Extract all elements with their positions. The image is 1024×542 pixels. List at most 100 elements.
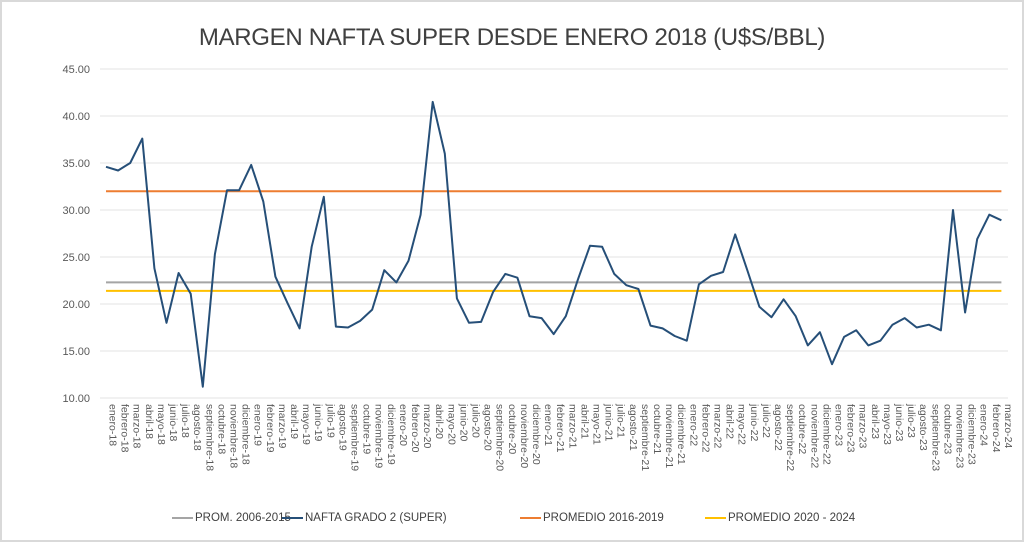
x-tick-label: junio-21 bbox=[603, 403, 615, 442]
x-tick-label: noviembre-21 bbox=[663, 404, 675, 468]
y-tick-label: 15.00 bbox=[62, 346, 90, 358]
x-tick-label: enero-21 bbox=[542, 404, 554, 446]
x-tick-label: febrero-23 bbox=[845, 404, 857, 453]
x-tick-label: febrero-19 bbox=[264, 404, 276, 453]
x-tick-label: enero-22 bbox=[687, 404, 699, 446]
x-tick-label: julio-20 bbox=[470, 403, 482, 438]
x-tick-label: octubre-23 bbox=[941, 404, 953, 454]
y-tick-label: 10.00 bbox=[62, 393, 90, 405]
x-tick-label: abril-23 bbox=[869, 404, 881, 439]
x-tick-label: mayo-21 bbox=[591, 404, 603, 445]
x-tick-label: noviembre-18 bbox=[228, 404, 240, 468]
x-tick-label: septiembre-18 bbox=[203, 404, 215, 471]
x-tick-label: noviembre-19 bbox=[373, 404, 385, 468]
x-tick-label: julio-22 bbox=[760, 403, 772, 438]
x-tick-label: abril-22 bbox=[724, 404, 736, 439]
x-tick-label: mayo-20 bbox=[445, 404, 457, 445]
x-tick-label: junio-18 bbox=[167, 403, 179, 442]
x-tick-label: julio-18 bbox=[179, 403, 191, 438]
x-tick-label: septiembre-19 bbox=[349, 404, 361, 471]
x-tick-label: septiembre-21 bbox=[639, 404, 651, 471]
x-tick-label: febrero-24 bbox=[990, 404, 1002, 453]
x-tick-label: agosto-21 bbox=[627, 404, 639, 451]
x-tick-label: diciembre-21 bbox=[675, 404, 687, 465]
x-tick-label: marzo-19 bbox=[276, 404, 288, 449]
x-tick-label: marzo-21 bbox=[566, 404, 578, 449]
y-tick-label: 40.00 bbox=[62, 111, 90, 123]
x-tick-label: enero-23 bbox=[833, 404, 845, 446]
legend-item-prom-2006-2015: PROM. 2006-2015 bbox=[172, 512, 291, 524]
x-tick-label: octubre-22 bbox=[796, 404, 808, 454]
legend-label: PROMEDIO 2016-2019 bbox=[543, 512, 664, 524]
x-tick-label: junio-20 bbox=[457, 403, 469, 442]
x-tick-label: agosto-23 bbox=[917, 404, 929, 451]
x-tick-label: agosto-18 bbox=[191, 404, 203, 451]
x-tick-label: enero-20 bbox=[397, 404, 409, 446]
chart-title: MARGEN NAFTA SUPER DESDE ENERO 2018 (U$S… bbox=[198, 24, 826, 51]
x-tick-label: septiembre-22 bbox=[784, 404, 796, 471]
x-tick-label: marzo-22 bbox=[712, 404, 724, 449]
x-tick-label: noviembre-22 bbox=[808, 404, 820, 468]
y-tick-label: 20.00 bbox=[62, 299, 90, 311]
legend-item-promedio-2020-2024: PROMEDIO 2020 - 2024 bbox=[705, 512, 855, 524]
legend-swatch-navy bbox=[282, 517, 303, 519]
legend-item-nafta-grado-2: NAFTA GRADO 2 (SUPER) bbox=[282, 512, 447, 524]
x-tick-label: febrero-18 bbox=[119, 404, 131, 453]
x-tick-label: diciembre-20 bbox=[530, 404, 542, 465]
x-tick-label: noviembre-20 bbox=[518, 404, 530, 468]
x-tick-label: septiembre-23 bbox=[929, 404, 941, 471]
x-tick-label: mayo-18 bbox=[155, 404, 167, 445]
x-tick-label: marzo-18 bbox=[131, 404, 143, 449]
x-tick-label: agosto-22 bbox=[772, 404, 784, 451]
x-tick-label: julio-23 bbox=[905, 403, 917, 438]
x-tick-label: octubre-19 bbox=[361, 404, 373, 454]
y-tick-label: 25.00 bbox=[62, 252, 90, 264]
series-line-nafta-grado-2 bbox=[105, 100, 1002, 388]
x-tick-label: abril-21 bbox=[578, 404, 590, 439]
x-tick-label: marzo-23 bbox=[857, 404, 869, 449]
y-tick-label: 35.00 bbox=[62, 158, 90, 170]
x-tick-label: abril-20 bbox=[433, 404, 445, 439]
legend: PROM. 2006-2015 NAFTA GRADO 2 (SUPER) PR… bbox=[0, 512, 1024, 530]
x-tick-label: agosto-19 bbox=[336, 404, 348, 451]
x-tick-label: diciembre-22 bbox=[820, 404, 832, 465]
legend-label: PROM. 2006-2015 bbox=[195, 512, 291, 524]
x-tick-label: marzo-20 bbox=[421, 404, 433, 449]
x-tick-label: diciembre-23 bbox=[966, 404, 978, 465]
series-lines bbox=[105, 100, 1002, 388]
x-tick-label: abril-18 bbox=[143, 404, 155, 439]
x-tick-label: enero-24 bbox=[978, 404, 990, 446]
x-tick-label: febrero-21 bbox=[554, 404, 566, 453]
x-tick-label: abril-19 bbox=[288, 404, 300, 439]
legend-label: PROMEDIO 2020 - 2024 bbox=[728, 512, 856, 524]
x-tick-label: febrero-20 bbox=[409, 404, 421, 453]
y-axis-ticks: 10.00 15.00 20.00 25.00 30.00 35.00 40.00 45.00 bbox=[62, 64, 90, 405]
x-tick-label: junio-19 bbox=[312, 403, 324, 442]
x-tick-label: marzo-24 bbox=[1002, 404, 1014, 449]
x-tick-label: octubre-21 bbox=[651, 404, 663, 454]
x-tick-label: junio-23 bbox=[893, 403, 905, 442]
legend-swatch-yellow bbox=[705, 517, 726, 519]
x-tick-label: octubre-18 bbox=[215, 404, 227, 454]
x-tick-label: enero-19 bbox=[252, 404, 264, 446]
x-tick-label: diciembre-18 bbox=[240, 404, 252, 465]
legend-label: NAFTA GRADO 2 (SUPER) bbox=[305, 512, 447, 524]
x-tick-label: mayo-23 bbox=[881, 404, 893, 445]
x-tick-label: febrero-22 bbox=[699, 404, 711, 453]
x-tick-label: agosto-20 bbox=[482, 404, 494, 451]
x-tick-label: julio-19 bbox=[324, 403, 336, 438]
legend-swatch-gray bbox=[172, 517, 193, 519]
x-tick-label: junio-22 bbox=[748, 403, 760, 442]
x-tick-label: septiembre-20 bbox=[494, 404, 506, 471]
x-tick-label: enero-18 bbox=[107, 404, 119, 446]
legend-item-promedio-2016-2019: PROMEDIO 2016-2019 bbox=[520, 512, 664, 524]
x-tick-label: noviembre-23 bbox=[954, 404, 966, 468]
x-tick-label: octubre-20 bbox=[506, 404, 518, 454]
x-tick-label: mayo-22 bbox=[736, 404, 748, 445]
x-tick-label: diciembre-19 bbox=[385, 404, 397, 465]
x-tick-label: julio-21 bbox=[615, 403, 627, 438]
x-tick-label: mayo-19 bbox=[300, 404, 312, 445]
y-tick-label: 30.00 bbox=[62, 205, 90, 217]
